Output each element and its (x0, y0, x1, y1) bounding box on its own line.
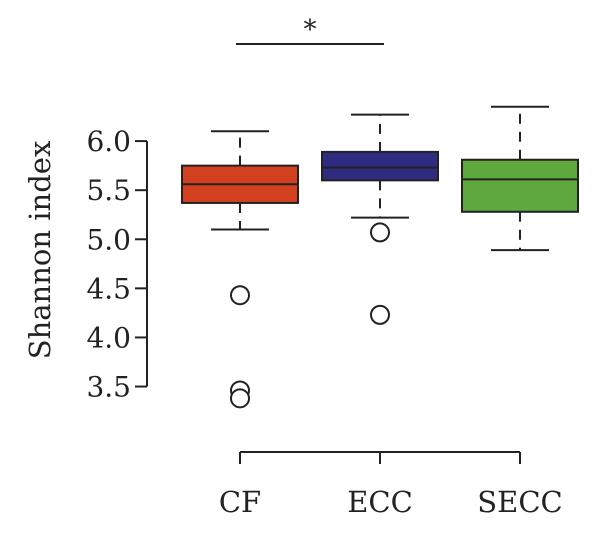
y-axis: 3.5 4.0 4.5 5.0 5.5 6.0 (86, 125, 148, 404)
outlier-point (370, 304, 390, 325)
x-axis: CF ECC SECC (219, 451, 563, 519)
y-tick-label: 5.5 (86, 174, 131, 207)
box-group-ecc (321, 113, 439, 325)
y-axis-title: Shannon index (23, 141, 57, 360)
y-tick-label: 4.0 (86, 321, 131, 354)
outlier-point (370, 222, 390, 243)
boxes (181, 105, 579, 409)
iqr-box (321, 150, 439, 182)
iqr-box (461, 158, 579, 213)
significance-label: * (304, 15, 317, 45)
x-tick-label: SECC (477, 485, 562, 519)
y-tick-label: 4.5 (86, 272, 131, 305)
y-tick-label: 3.5 (86, 371, 131, 404)
outlier-point (230, 388, 250, 409)
y-tick-label: 5.0 (86, 223, 131, 256)
x-tick-label: ECC (347, 485, 413, 519)
significance-annotations: * (236, 15, 384, 45)
box-group-cf (181, 130, 299, 409)
outlier-point (230, 285, 250, 306)
box-group-secc (461, 105, 579, 252)
y-tick-label: 6.0 (86, 125, 131, 158)
x-tick-label: CF (219, 485, 261, 519)
